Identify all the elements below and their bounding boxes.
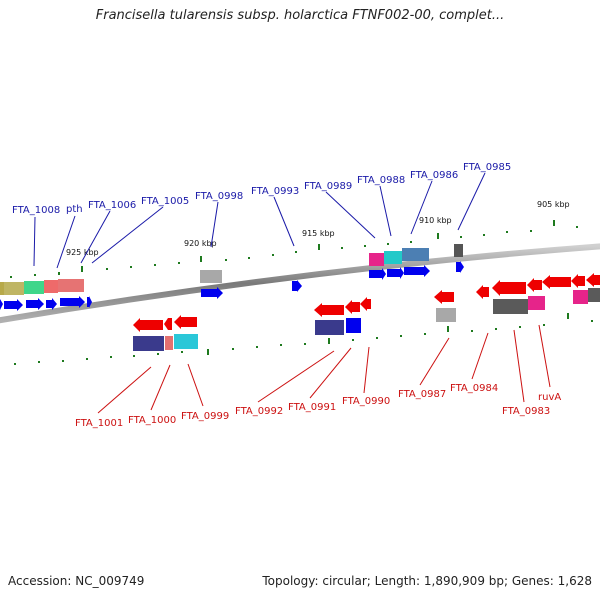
gene-label-FTA_1008[interactable]: FTA_1008: [12, 205, 60, 216]
gene-label-FTA_0991[interactable]: FTA_0991: [288, 402, 336, 413]
gene-label-FTA_0989[interactable]: FTA_0989: [304, 181, 352, 192]
outer-ticks: [10, 220, 578, 278]
accession-text: Accession: NC_009749: [8, 574, 145, 588]
gene-label-pth[interactable]: pth: [66, 204, 83, 215]
gene-label-FTA_1005[interactable]: FTA_1005: [141, 196, 189, 207]
inner-ticks: [14, 313, 593, 365]
forward-gene-boxes: [0, 244, 463, 295]
genome-backbone: [0, 243, 600, 324]
forward-gene-arrows: [0, 261, 464, 311]
map-title: Francisella tularensis subsp. holarctica…: [95, 8, 505, 23]
gene-label-FTA_0988[interactable]: FTA_0988: [357, 175, 405, 186]
reverse-gene-arrows: [133, 273, 600, 332]
gene-label-FTA_0998[interactable]: FTA_0998: [195, 191, 243, 202]
gene-label-FTA_0999[interactable]: FTA_0999: [181, 411, 229, 422]
scale-label: 910 kbp: [419, 216, 452, 225]
gene-label-FTA_0986[interactable]: FTA_0986: [410, 170, 458, 181]
reverse-leader-lines: [97, 324, 551, 414]
gene-label-FTA_0984[interactable]: FTA_0984: [450, 383, 498, 394]
reverse-gene-boxes: [133, 288, 600, 351]
gene-label-FTA_0987[interactable]: FTA_0987: [398, 389, 446, 400]
gene-label-FTA_0993[interactable]: FTA_0993: [251, 186, 299, 197]
gene-label-FTA_1006[interactable]: FTA_1006: [88, 200, 136, 211]
gene-label-FTA_0985[interactable]: FTA_0985: [463, 162, 511, 173]
gene-label-FTA_0992[interactable]: FTA_0992: [235, 406, 283, 417]
genome-summary-text: Topology: circular; Length: 1,890,909 bp…: [262, 574, 592, 588]
scale-label: 905 kbp: [537, 200, 570, 209]
forward-leader-lines: [33, 172, 486, 269]
gene-label-FTA_0990[interactable]: FTA_0990: [342, 396, 390, 407]
gene-label-FTA_0983[interactable]: FTA_0983: [502, 406, 550, 417]
gene-label-ruvA[interactable]: ruvA: [538, 392, 561, 403]
scale-label: 920 kbp: [184, 239, 217, 248]
gene-label-FTA_1000[interactable]: FTA_1000: [128, 415, 176, 426]
scale-label: 925 kbp: [66, 248, 99, 257]
gene-label-FTA_1001[interactable]: FTA_1001: [75, 418, 123, 429]
scale-label: 915 kbp: [302, 229, 335, 238]
